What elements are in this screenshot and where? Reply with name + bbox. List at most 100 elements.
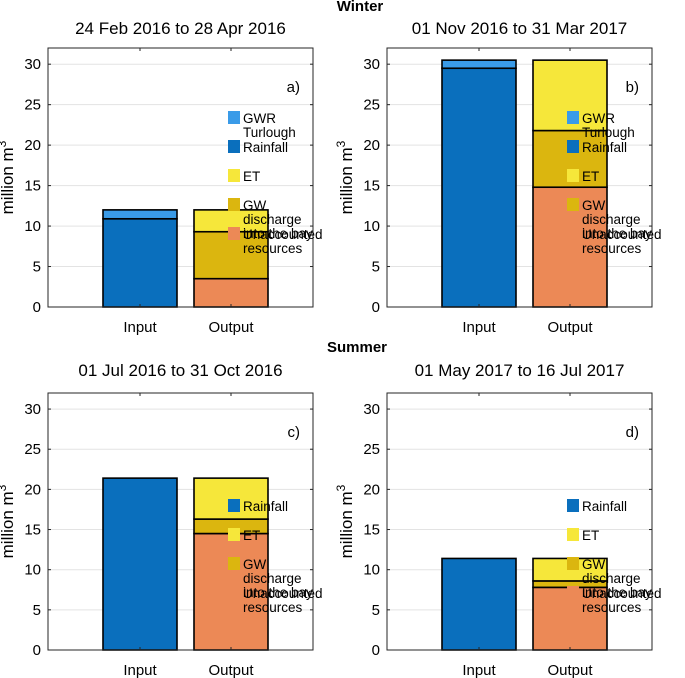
panel-title: 01 Nov 2016 to 31 Mar 2017 [412,19,627,38]
y-tick-label: 15 [24,178,41,195]
legend-label-gw-discharge-into-the-bay: discharge [582,571,641,586]
legend-swatch-et [567,169,579,182]
legend-label-gwr-turlough: GWR [582,111,615,126]
legend-label-et: ET [243,169,260,184]
legend-label-rainfall: Rainfall [582,499,627,514]
legend-swatch-rainfall [228,499,240,512]
y-tick-label: 20 [363,481,380,498]
legend-label-rainfall: Rainfall [582,140,627,155]
legend-swatch-rainfall [228,140,240,153]
axes-box [386,392,653,651]
x-tick-label-output: Output [208,319,254,336]
y-tick-label: 25 [363,441,380,458]
x-tick-label-output: Output [208,662,254,678]
legend-label-et: ET [582,169,599,184]
y-tick-label: 10 [24,562,41,579]
legend-swatch-rainfall [567,499,579,512]
legend-label-gw-discharge-into-the-bay: into the bay [582,226,652,241]
y-tick-label: 20 [363,137,380,154]
bar-segment-input-rainfall [102,477,178,651]
bar-segment-input-rainfall [441,557,517,651]
panel-title: 24 Feb 2016 to 28 Apr 2016 [75,19,286,38]
y-tick-label: 5 [372,259,380,276]
bar-segment-input-rainfall [441,67,517,308]
legend-label-gw-discharge-into-the-bay: discharge [243,571,302,586]
legend-label-rainfall: Rainfall [243,499,288,514]
y-tick-label: 0 [33,642,41,659]
y-axis-label: million m3 [0,484,17,558]
y-tick-label: 5 [372,602,380,619]
y-axis-label-superscript: 3 [334,484,348,491]
panel-label: b) [626,79,639,96]
axes-box [47,392,314,651]
panel-label: c) [288,424,301,441]
legend-swatch-gwr-turlough [228,111,240,124]
legend-label-unaccounted-resources: Unaccounted [582,586,662,601]
legend-label-rainfall: Rainfall [243,140,288,155]
legend-swatch-unaccounted-resources [228,227,240,240]
legend-swatch-gwr-turlough [567,111,579,124]
bar-segment-output-unaccounted-resources [193,277,269,308]
y-tick-label: 25 [24,441,41,458]
legend-label-gw-discharge-into-the-bay: into the bay [582,585,652,600]
legend-label-gwr-turlough: Turlough [243,125,296,140]
legend-label-gw-discharge-into-the-bay: into the bay [243,585,313,600]
legend-label-gw-discharge-into-the-bay: GW [243,557,267,572]
legend-swatch-unaccounted-resources [567,227,579,240]
y-tick-label: 10 [363,218,380,235]
y-tick-label: 15 [24,522,41,539]
legend-label-unaccounted-resources: resources [582,241,642,256]
y-tick-label: 5 [33,602,41,619]
legend-label-gw-discharge-into-the-bay: discharge [243,212,302,227]
y-axis-label: million m3 [334,484,356,558]
legend-label-unaccounted-resources: resources [243,600,303,615]
panel-title: 01 May 2017 to 16 Jul 2017 [415,361,625,380]
legend-label-gw-discharge-into-the-bay: into the bay [243,226,313,241]
panel-title: 01 Jul 2016 to 31 Oct 2016 [78,361,282,380]
y-tick-label: 20 [24,137,41,154]
y-tick-label: 10 [24,218,41,235]
bar-segment-input-gwr-turlough [102,209,178,220]
legend-label-unaccounted-resources: Unaccounted [243,586,323,601]
y-tick-label: 0 [372,642,380,659]
y-tick-label: 10 [363,562,380,579]
panel-b: 01 Nov 2016 to 31 Mar 2017 0 5 10 15 20 25 30 In… [334,19,662,336]
y-tick-label: 15 [363,522,380,539]
legend-label-gw-discharge-into-the-bay: GW [243,198,267,213]
legend-swatch-gw-discharge-into-the-bay [567,198,579,211]
bar-segment-input-rainfall [102,217,178,308]
legend-label-unaccounted-resources: resources [582,600,642,615]
legend-swatch-rainfall [567,140,579,153]
y-axis-label: million m3 [334,140,356,214]
legend-swatch-unaccounted-resources [228,586,240,599]
y-tick-label: 30 [24,56,41,73]
legend-swatch-gw-discharge-into-the-bay [228,198,240,211]
legend-label-gwr-turlough: GWR [243,111,276,126]
x-tick-label-input: Input [123,319,157,336]
bar-segment-input-gwr-turlough [441,59,517,70]
bar-segment-output-et [193,477,269,520]
legend-swatch-et [567,528,579,541]
legend-label-unaccounted-resources: Unaccounted [582,227,662,242]
y-axis-label-superscript: 3 [334,140,348,147]
legend-label-gw-discharge-into-the-bay: GW [582,557,606,572]
legend-label-unaccounted-resources: resources [243,241,303,256]
y-axis-label-superscript: 3 [0,140,9,147]
legend-label-unaccounted-resources: Unaccounted [243,227,323,242]
y-tick-label: 15 [363,178,380,195]
y-tick-label: 25 [363,97,380,114]
panel-a: 24 Feb 2016 to 28 Apr 2016 0 5 10 15 20 25 30 In… [0,19,323,336]
y-tick-label: 0 [33,299,41,316]
x-tick-label-input: Input [462,662,496,678]
y-tick-label: 30 [24,401,41,418]
legend-label-gwr-turlough: Turlough [582,125,635,140]
section-title-summer: Summer [327,339,387,356]
y-tick-label: 20 [24,481,41,498]
legend-swatch-unaccounted-resources [567,586,579,599]
y-axis-label-superscript: 3 [0,484,9,491]
legend-label-gw-discharge-into-the-bay: GW [582,198,606,213]
x-tick-label-input: Input [123,662,157,678]
panel-label: a) [287,79,300,96]
legend-label-et: ET [582,528,599,543]
